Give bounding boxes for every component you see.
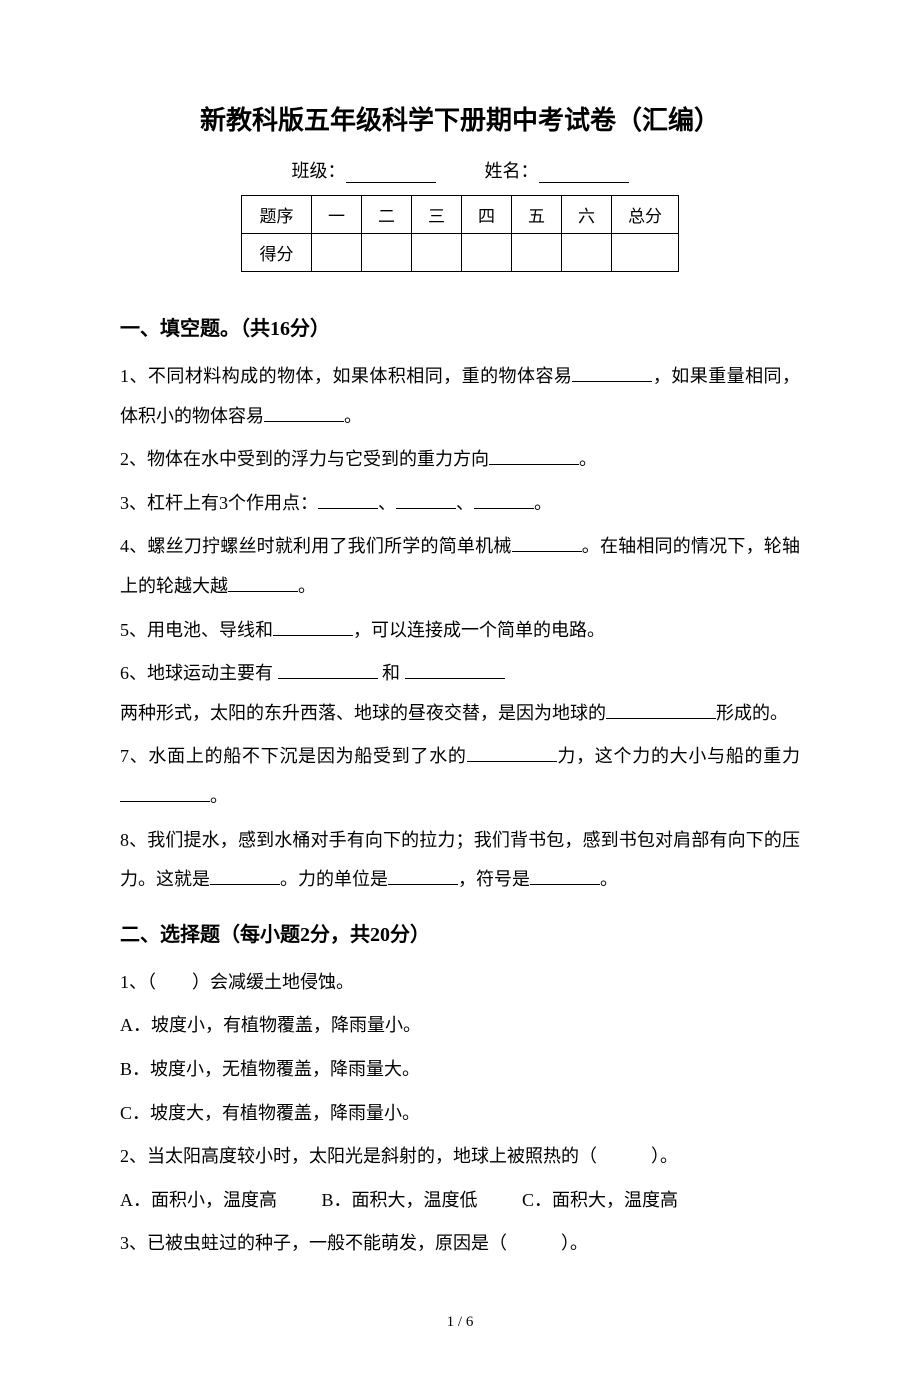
s1-q7: 7、水面上的船不下沉是因为船受到了水的 力，这个力的大小与船的重力。 — [120, 737, 800, 816]
text: 。 — [534, 493, 552, 513]
fill-blank[interactable] — [474, 491, 534, 509]
score-cell[interactable] — [562, 234, 612, 272]
text: 。 — [579, 449, 597, 469]
score-cell[interactable] — [612, 234, 679, 272]
score-cell[interactable] — [462, 234, 512, 272]
row-label-sequence: 题序 — [242, 196, 312, 234]
s2-q3: 3、已被虫蛀过的种子，一般不能萌发，原因是（ ）。 — [120, 1224, 800, 1264]
text: 形成的。 — [716, 703, 788, 723]
col-header: 总分 — [612, 196, 679, 234]
text: 两种形式，太阳的东升西落、地球的昼夜交替，是因为地球的 — [120, 703, 606, 723]
exam-title: 新教科版五年级科学下册期中考试卷（汇编） — [120, 100, 800, 137]
s2-q2: 2、当太阳高度较小时，太阳光是斜射的，地球上被照热的（ ）。 — [120, 1137, 800, 1177]
fill-blank[interactable] — [318, 491, 378, 509]
section-1-heading: 一、填空题。（共16分） — [120, 312, 800, 341]
fill-blank[interactable] — [120, 784, 210, 802]
text: 力，这个力的大小与船的重力 — [557, 746, 800, 766]
col-header: 一 — [312, 196, 362, 234]
text: ，符号是 — [458, 869, 530, 889]
fill-blank[interactable] — [388, 867, 458, 885]
fill-blank[interactable] — [278, 661, 378, 679]
s2-q1: 1、（ ）会减缓土地侵蚀。 — [120, 963, 800, 1003]
text: 、 — [456, 493, 474, 513]
student-info-line: 班级： 姓名： — [120, 157, 800, 183]
fill-blank[interactable] — [396, 491, 456, 509]
s2-q1-option-c: C．坡度大，有植物覆盖，降雨量小。 — [120, 1094, 800, 1134]
text: 。 — [210, 786, 228, 806]
s1-q6: 6、地球运动主要有 和 两种形式，太阳的东升西落、地球的昼夜交替，是因为地球的 形… — [120, 654, 800, 733]
score-cell[interactable] — [312, 234, 362, 272]
fill-blank[interactable] — [512, 534, 582, 552]
s2-q2-option-c: C．面积大，温度高 — [522, 1181, 678, 1221]
text: 7、水面上的船不下沉是因为船受到了水的 — [120, 746, 467, 766]
s1-q1: 1、不同材料构成的物体，如果体积相同，重的物体容易，如果重量相同，体积小的物体容… — [120, 357, 800, 436]
fill-blank[interactable] — [467, 744, 557, 762]
text: ，可以连接成一个简单的电路。 — [353, 620, 605, 640]
fill-blank[interactable] — [210, 867, 280, 885]
text: 。 — [600, 869, 618, 889]
s1-q5: 5、用电池、导线和 ，可以连接成一个简单的电路。 — [120, 611, 800, 651]
text: 6、地球运动主要有 — [120, 663, 278, 683]
score-cell[interactable] — [412, 234, 462, 272]
fill-blank[interactable] — [273, 618, 353, 636]
text: 4、螺丝刀拧螺丝时就利用了我们所学的简单机械 — [120, 536, 512, 556]
fill-blank[interactable] — [489, 447, 579, 465]
table-row: 题序 一 二 三 四 五 六 总分 — [242, 196, 679, 234]
table-row: 得分 — [242, 234, 679, 272]
section-2-heading: 二、选择题（每小题2分，共20分） — [120, 918, 800, 947]
class-label: 班级： — [292, 161, 346, 181]
s1-q4: 4、螺丝刀拧螺丝时就利用了我们所学的简单机械。在轴相同的情况下，轮轴上的轮越大越… — [120, 527, 800, 606]
page-number: 1 / 6 — [120, 1314, 800, 1331]
score-table: 题序 一 二 三 四 五 六 总分 得分 — [241, 195, 679, 272]
s2-q1-option-b: B．坡度小，无植物覆盖，降雨量大。 — [120, 1050, 800, 1090]
s2-q1-option-a: A．坡度小，有植物覆盖，降雨量小。 — [120, 1006, 800, 1046]
col-header: 三 — [412, 196, 462, 234]
text: 1、不同材料构成的物体，如果体积相同，重的物体容易 — [120, 366, 572, 386]
s2-q2-option-a: A．面积小，温度高 — [120, 1181, 277, 1221]
text: 。 — [344, 406, 362, 426]
class-blank[interactable] — [346, 165, 436, 183]
col-header: 二 — [362, 196, 412, 234]
fill-blank[interactable] — [530, 867, 600, 885]
fill-blank[interactable] — [572, 364, 652, 382]
text: 5、用电池、导线和 — [120, 620, 273, 640]
fill-blank[interactable] — [405, 661, 505, 679]
text: 。 — [298, 576, 316, 596]
fill-blank[interactable] — [606, 701, 716, 719]
s1-q2: 2、物体在水中受到的浮力与它受到的重力方向 。 — [120, 440, 800, 480]
s2-q2-option-b: B．面积大，温度低 — [322, 1181, 478, 1221]
text: 2、物体在水中受到的浮力与它受到的重力方向 — [120, 449, 489, 469]
fill-blank[interactable] — [228, 574, 298, 592]
text: 、 — [378, 493, 396, 513]
text: 3、杠杆上有3个作用点： — [120, 493, 318, 513]
text: 。力的单位是 — [280, 869, 388, 889]
s1-q3: 3、杠杆上有3个作用点： 、 、 。 — [120, 484, 800, 524]
s1-q8: 8、我们提水，感到水桶对手有向下的拉力；我们背书包，感到书包对肩部有向下的压力。… — [120, 821, 800, 900]
name-blank[interactable] — [539, 165, 629, 183]
score-cell[interactable] — [362, 234, 412, 272]
text: 和 — [378, 663, 405, 683]
s2-q2-options: A．面积小，温度高 B．面积大，温度低 C．面积大，温度高 — [120, 1181, 800, 1221]
name-label: 姓名： — [485, 161, 539, 181]
col-header: 四 — [462, 196, 512, 234]
fill-blank[interactable] — [264, 404, 344, 422]
col-header: 五 — [512, 196, 562, 234]
score-cell[interactable] — [512, 234, 562, 272]
col-header: 六 — [562, 196, 612, 234]
row-label-score: 得分 — [242, 234, 312, 272]
